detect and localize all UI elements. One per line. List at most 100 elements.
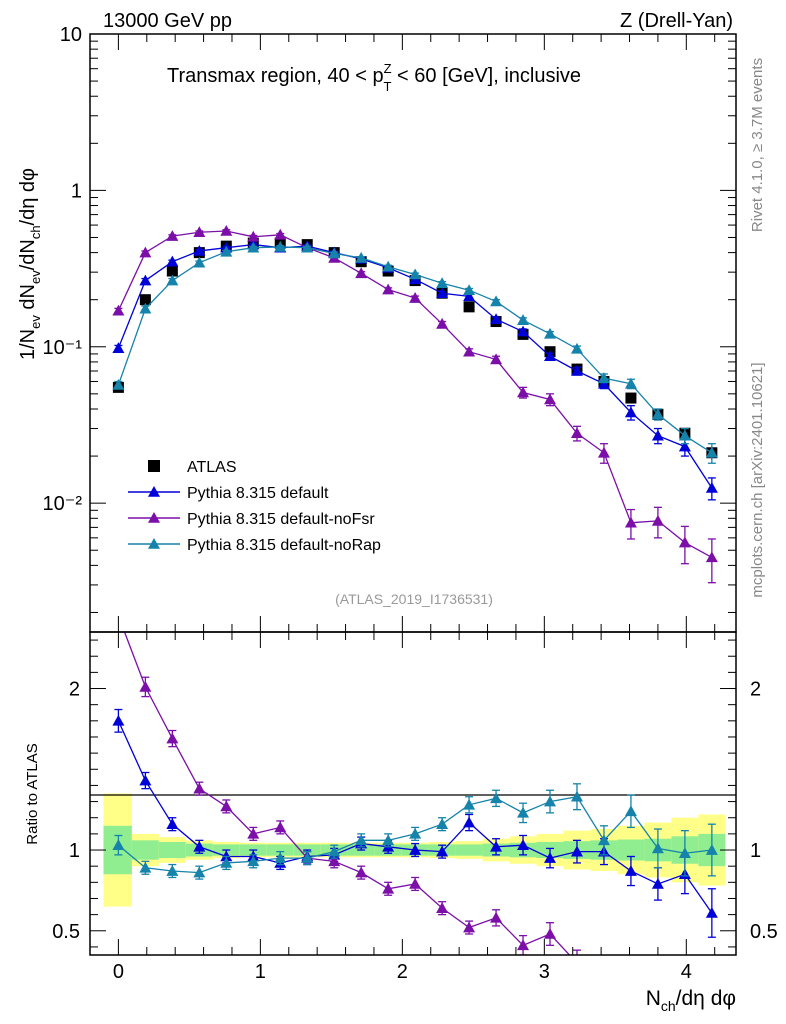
- data-point: [112, 342, 125, 353]
- legend-item: Pythia 8.315 default: [128, 485, 329, 502]
- y-tick-label: 1: [71, 180, 82, 202]
- legend-marker: [148, 486, 160, 497]
- data-point: [409, 268, 422, 280]
- data-point: [301, 241, 314, 253]
- main-y-axis-label: 1/Nev dNev/dNch/dη dφ: [17, 168, 43, 360]
- ratio-data-point: [463, 798, 476, 810]
- ratio-data-point: [301, 852, 314, 863]
- data-point: [705, 551, 718, 563]
- legend-item: Pythia 8.315 default-noFsr: [128, 511, 375, 528]
- ratio-data-point: [463, 816, 476, 828]
- data-point: [624, 377, 637, 389]
- data-point: [139, 246, 152, 258]
- ratio-data-point: [139, 861, 152, 873]
- ratio-series-line: [123, 632, 571, 955]
- data-point: [624, 516, 637, 528]
- data-point: [651, 429, 664, 441]
- data-point: [517, 386, 530, 398]
- ratio-y-tick-label-right: 2: [750, 679, 761, 701]
- data-point: [355, 267, 368, 279]
- data-point: [193, 256, 206, 268]
- ratio-data-point: [166, 818, 179, 829]
- ratio-y-tick-label-right: 1: [750, 840, 761, 862]
- ratio-series: [112, 632, 718, 992]
- ratio-ticks: [89, 632, 736, 955]
- ratio-data-point: [355, 866, 368, 878]
- y-tick-label: 10⁻¹: [43, 337, 83, 359]
- data-point: [625, 392, 637, 404]
- data-point: [247, 230, 260, 242]
- data-point: [570, 364, 583, 376]
- data-point: [705, 446, 718, 458]
- data-point: [678, 440, 691, 452]
- main-panel: 10⁻² 10⁻¹ 1 10 Transmax region, 40 < pZ T < …: [17, 24, 737, 633]
- data-point: [705, 481, 718, 493]
- legend-label: Pythia 8.315 default: [187, 485, 329, 502]
- x-tick-label: 1: [255, 961, 266, 983]
- ratio-y-tick-label: 0.5: [52, 921, 80, 943]
- ratio-data-point: [517, 939, 530, 951]
- data-point: [355, 251, 368, 263]
- data-point: [678, 429, 691, 441]
- ratio-data-point: [382, 882, 395, 894]
- ratio-data-point: [247, 855, 260, 867]
- data-point: [490, 353, 503, 365]
- ratio-data-point: [274, 852, 287, 863]
- data-point: [166, 255, 179, 267]
- ratio-data-point: [112, 839, 125, 850]
- x-tick-label: 4: [681, 961, 692, 983]
- data-point: [247, 241, 260, 253]
- data-point: [274, 228, 287, 240]
- ratio-data-point: [490, 792, 503, 804]
- data-point: [328, 247, 341, 259]
- main-ticks: [89, 33, 736, 632]
- ratio-data-point: [409, 827, 422, 839]
- stat-uncertainty-band: [266, 844, 294, 856]
- data-point: [112, 304, 125, 316]
- data-point: [139, 302, 152, 314]
- data-point: [409, 292, 422, 303]
- x-axis-label: Nch/dη dφ: [646, 987, 736, 1014]
- ratio-data-point: [193, 782, 206, 794]
- process-label: Z (Drell-Yan): [620, 10, 733, 32]
- y-tick-label: 10: [60, 24, 82, 46]
- legend: ATLAS Pythia 8.315 default Pythia 8.315 de…: [128, 459, 381, 554]
- ratio-data-point: [544, 928, 557, 939]
- legend-marker: [148, 460, 160, 472]
- ratio-data-point: [409, 844, 422, 855]
- x-tick-label: 2: [397, 961, 408, 983]
- legend-marker: [148, 538, 160, 549]
- ratio-data-point: [490, 840, 503, 852]
- stat-uncertainty-band: [455, 844, 483, 856]
- ratio-data-point: [409, 877, 422, 889]
- data-point: [166, 265, 178, 277]
- ratio-data-point: [571, 957, 583, 968]
- ratio-data-point: [166, 732, 179, 744]
- data-point: [651, 514, 664, 526]
- ratio-data-point: [625, 981, 637, 992]
- ratio-data-point: [624, 805, 637, 817]
- ratio-data-point: [544, 795, 557, 807]
- data-point: [139, 274, 152, 286]
- ratio-data-point: [139, 774, 152, 786]
- ratio-data-point: [328, 855, 341, 867]
- data-point: [139, 294, 151, 306]
- ratio-data-point: [624, 865, 637, 876]
- data-point: [651, 408, 664, 420]
- data-point: [436, 277, 449, 288]
- data-point: [490, 295, 503, 307]
- ratio-y-axis-label: Ratio to ATLAS: [24, 743, 41, 844]
- ratio-data-point: [166, 865, 179, 876]
- ratio-data-point: [517, 839, 530, 850]
- ratio-data-point: [193, 866, 206, 878]
- mcplots-label: mcplots.cern.ch [arXiv:2401.10621]: [749, 362, 766, 597]
- legend-label: Pythia 8.315 default-noFsr: [187, 511, 375, 528]
- ratio-data-point: [651, 842, 664, 854]
- ratio-data-point: [544, 852, 557, 863]
- legend-label: Pythia 8.315 default-noRap: [187, 537, 381, 554]
- main-series: [112, 224, 718, 584]
- stat-uncertainty-band: [158, 841, 186, 859]
- ratio-data-point: [597, 834, 610, 846]
- data-point: [463, 345, 476, 357]
- ratio-data-point: [436, 845, 449, 857]
